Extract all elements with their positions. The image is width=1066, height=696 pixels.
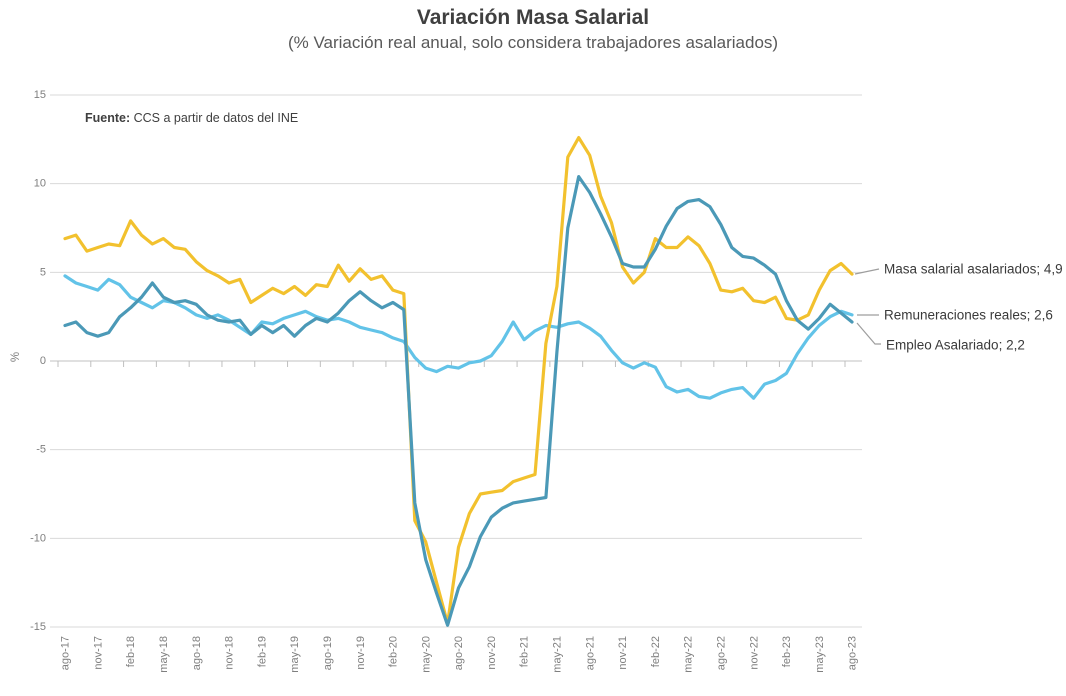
x-tick-label: feb-18: [125, 636, 137, 667]
x-tick-label: nov-19: [355, 636, 367, 670]
y-tick-label: -15: [30, 621, 46, 633]
x-tick-label: may-19: [289, 636, 301, 673]
x-tick-label: ago-21: [584, 636, 596, 670]
x-tick-label: may-23: [814, 636, 826, 673]
source-note-label: Fuente:: [85, 111, 131, 125]
y-axis-title: %: [10, 352, 22, 362]
x-tick-label: may-20: [420, 636, 432, 673]
x-tick-label: nov-20: [486, 636, 498, 670]
x-tick-label: may-18: [158, 636, 170, 673]
x-tick-label: ago-23: [847, 636, 859, 670]
y-tick-label: 10: [34, 178, 46, 190]
series-line-masa-salarial-asalariados: [63, 136, 854, 626]
x-tick-label: nov-17: [92, 636, 104, 670]
x-tick-label: ago-19: [322, 636, 334, 670]
source-note: Fuente: CCS a partir de datos del INE: [85, 111, 298, 125]
callout-leader-masa-salarial-asalariados: [854, 268, 880, 275]
x-tick-label: feb-23: [781, 636, 793, 667]
y-tick-label: 0: [40, 355, 46, 367]
x-tick-label: feb-21: [519, 636, 531, 667]
x-tick-label: ago-20: [453, 636, 465, 670]
source-note-text: CCS a partir de datos del INE: [130, 111, 299, 125]
x-tick-label: nov-18: [224, 636, 236, 670]
series-end-label-empleo-asalariado: Empleo Asalariado; 2,2: [886, 338, 1025, 353]
x-tick-label: ago-17: [60, 636, 72, 670]
series-end-label-remuneraciones-reales: Remuneraciones reales; 2,6: [884, 308, 1053, 323]
chart-subtitle: (% Variación real anual, solo considera …: [287, 33, 779, 52]
series-line-empleo-asalariado: [63, 175, 854, 627]
x-tick-label: ago-18: [191, 636, 203, 670]
x-tick-label: ago-22: [715, 636, 727, 670]
x-tick-label: feb-22: [650, 636, 662, 667]
series-line-remuneraciones-reales: [63, 274, 854, 400]
y-tick-label: 15: [34, 89, 46, 101]
x-tick-label: feb-19: [256, 636, 268, 667]
x-tick-label: may-22: [683, 636, 695, 673]
x-tick-label: nov-21: [617, 636, 629, 670]
y-tick-label: 5: [40, 266, 46, 278]
callout-leader-empleo-asalariado: [856, 322, 881, 345]
x-tick-label: may-21: [552, 636, 564, 673]
series-end-label-masa-salarial-asalariados: Masa salarial asalariados; 4,9: [884, 262, 1063, 277]
y-tick-label: -5: [36, 444, 46, 456]
x-tick-label: feb-20: [388, 636, 400, 667]
y-tick-label: -10: [30, 532, 46, 544]
chart-title: Variación Masa Salarial: [416, 6, 650, 29]
x-tick-label: nov-22: [748, 636, 760, 670]
